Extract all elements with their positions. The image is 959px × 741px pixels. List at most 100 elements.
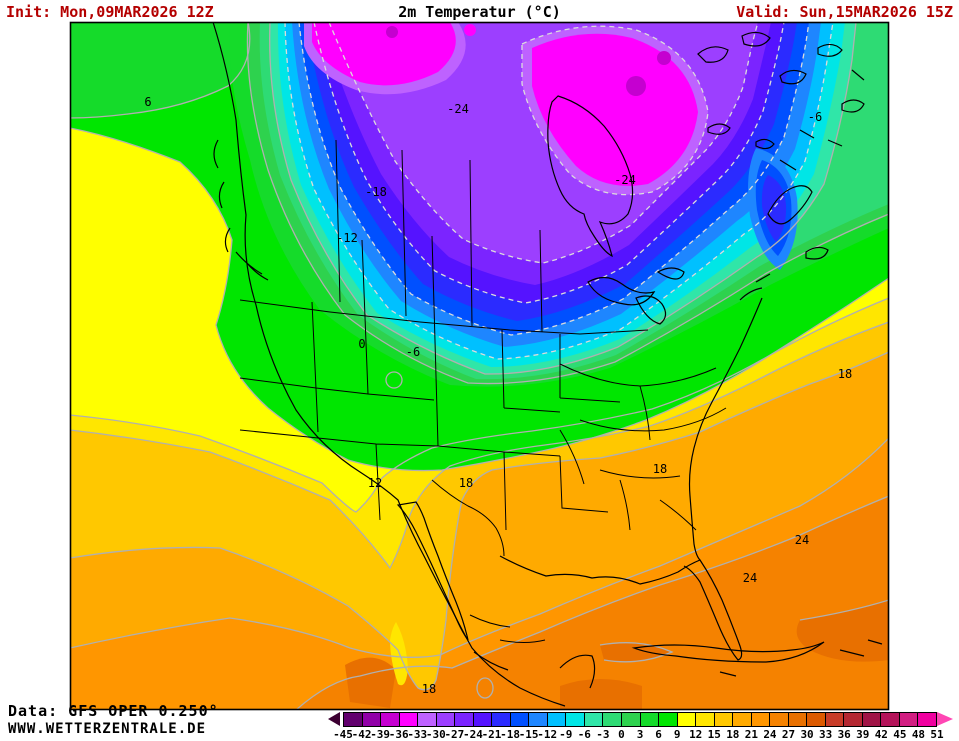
scale-bar: [343, 712, 937, 727]
contour-label: 18: [459, 476, 473, 490]
contour-label: -24: [447, 102, 469, 116]
scale-segment: [881, 713, 900, 726]
scale-tick-label: 24: [763, 728, 777, 741]
scale-tick-label: -3: [596, 728, 610, 741]
scale-segment: [825, 713, 845, 726]
scale-tick-label: 9: [673, 728, 681, 741]
contour-label: -6: [406, 345, 420, 359]
scale-segment: [621, 713, 641, 726]
scale-tick-label: -24: [463, 728, 483, 741]
scale-segment: [399, 713, 419, 726]
temperature-field: [70, 22, 889, 710]
scale-segment: [696, 713, 715, 726]
scale-segment: [918, 713, 936, 726]
scale-tick-label: -27: [444, 728, 465, 741]
scale-segment: [714, 713, 734, 726]
scale-tick-label: 48: [911, 728, 926, 741]
scale-segment: [436, 713, 456, 726]
scale-tick-label: -36: [388, 728, 409, 741]
scale-tick-label: 27: [781, 728, 796, 741]
scale-arrow-right: [937, 712, 953, 726]
scale-tick-label: 30: [800, 728, 814, 741]
contour-label: 18: [653, 462, 667, 476]
scale-arrow-left: [328, 712, 340, 726]
contour-labels: 6 -24 -24 -18 -12 -6 0 -6 12 18 18 18 24 24 18: [144, 95, 852, 696]
contour-label: -18: [365, 185, 387, 199]
footer: Data: GFS OPER 0.250° WWW.WETTERZENTRALE…: [8, 702, 219, 737]
coastlines: [212, 22, 883, 707]
scale-tick-label: -42: [351, 728, 372, 741]
contour-label: 24: [795, 533, 809, 547]
scale-tick-label: -9: [559, 728, 573, 741]
scale-segment: [584, 713, 604, 726]
scale-tick-label: 21: [744, 728, 758, 741]
scale-segment: [529, 713, 548, 726]
scale-segment: [510, 713, 530, 726]
valid-time-label: Valid: Sun,15MAR2026 15Z: [736, 3, 953, 21]
scale-segment: [566, 713, 585, 726]
scale-segment: [770, 713, 789, 726]
scale-segment: [844, 713, 863, 726]
scale-tick-label: -39: [370, 728, 391, 741]
scale-tick-label: 0: [618, 728, 625, 741]
contour-label: 18: [422, 682, 436, 696]
scale-segment: [640, 713, 660, 726]
scale-segment: [362, 713, 382, 726]
scale-tick-label: -45: [333, 728, 353, 741]
scale-tick-label: -18: [500, 728, 520, 741]
scale-tick-label: -6: [577, 728, 591, 741]
scale-segment: [807, 713, 826, 726]
scale-segment: [733, 713, 752, 726]
contour-label: 6: [144, 95, 151, 109]
map-border: [69, 21, 890, 711]
scale-tick-label: 15: [707, 728, 721, 741]
scale-segment: [862, 713, 882, 726]
contour-label: 0: [358, 337, 365, 351]
scale-segment: [677, 713, 697, 726]
contour-label: 18: [838, 367, 852, 381]
scale-tick-label: -15: [518, 728, 539, 741]
scale-tick-label: 36: [837, 728, 851, 741]
scale-tick-label: 39: [856, 728, 870, 741]
contour-label: -24: [614, 173, 636, 187]
scale-tick-label: 18: [726, 728, 740, 741]
dashed-contour-lines: [284, 22, 834, 360]
scale-segment: [473, 713, 493, 726]
map-title: 2m Temperatur (°C): [398, 3, 561, 21]
scale-tick-label: -30: [425, 728, 446, 741]
scale-segment: [659, 713, 678, 726]
scale-tick-label: 3: [636, 728, 644, 741]
scale-segment: [751, 713, 771, 726]
scale-tick-label: 12: [689, 728, 703, 741]
contour-label: 24: [743, 571, 757, 585]
contour-lines: [70, 22, 889, 710]
scale-tick-label: -12: [537, 728, 558, 741]
data-source-label: Data: GFS OPER 0.250°: [8, 702, 219, 720]
scale-segment: [455, 713, 474, 726]
scale-tick-label: -33: [407, 728, 428, 741]
contour-label: -6: [808, 110, 822, 124]
scale-tick-label: 45: [893, 728, 907, 741]
website-label: WWW.WETTERZENTRALE.DE: [8, 721, 207, 737]
scale-tick-label: 6: [655, 728, 662, 741]
scale-segment: [788, 713, 808, 726]
scale-segment: [381, 713, 400, 726]
scale-tick-label: -21: [481, 728, 502, 741]
scale-segment: [899, 713, 919, 726]
scale-segment: [547, 713, 567, 726]
scale-segment: [418, 713, 437, 726]
contour-label: -12: [336, 231, 358, 245]
scale-segment: [344, 713, 363, 726]
temperature-scale: -45 -42 -39 -36 -33 -30 -27 -24 -21 -18 -15 -12 -9 -6…: [328, 712, 957, 741]
scale-tick-label: 33: [819, 728, 833, 741]
scale-ticks: -45 -42 -39 -36 -33 -30 -27 -24 -21 -18 -15 -12 -9 -6…: [333, 728, 944, 741]
scale-segment: [492, 713, 511, 726]
contour-label: 12: [368, 476, 382, 490]
state-borders: [239, 139, 727, 643]
init-time-label: Init: Mon,09MAR2026 12Z: [6, 3, 214, 21]
scale-tick-label: 51: [930, 728, 944, 741]
scale-segment: [603, 713, 622, 726]
scale-tick-label: 42: [874, 728, 888, 741]
